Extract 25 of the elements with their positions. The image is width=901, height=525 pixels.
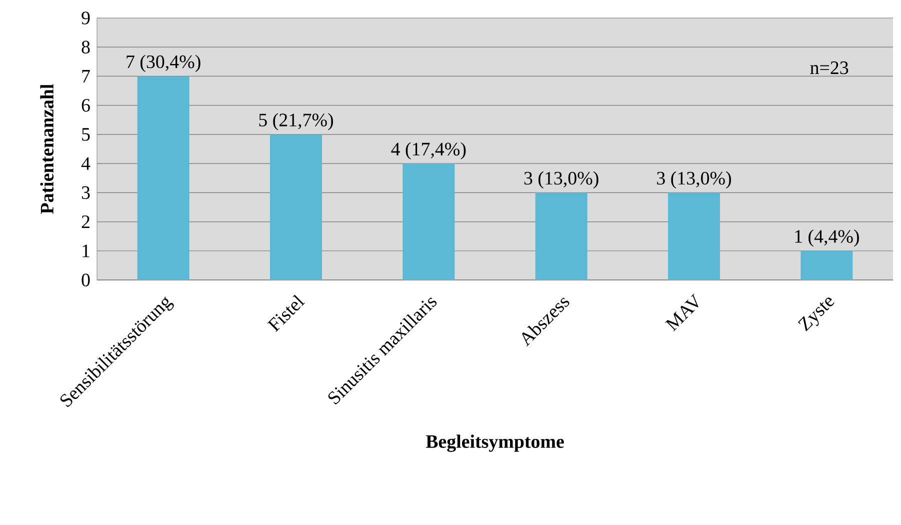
bar [137, 76, 190, 280]
y-tick-label: 2 [82, 216, 90, 228]
y-tick-label: 9 [82, 12, 90, 24]
y-tick-label: 6 [82, 98, 90, 112]
data-label: 7 (30,4%) [126, 54, 200, 72]
y-tick-label: 5 [82, 128, 90, 141]
data-label: 3 (13,0%) [657, 171, 731, 188]
data-label: 3 (13,0%) [524, 171, 598, 188]
bar [270, 134, 322, 280]
y-tick-label: 4 [81, 157, 90, 170]
bar [668, 192, 720, 280]
x-axis-title: Begleitsymptome [426, 434, 564, 452]
bar [800, 250, 853, 280]
bar [402, 164, 455, 280]
y-tick-label: 7 [82, 70, 90, 82]
data-label: 4 (17,4%) [391, 142, 466, 160]
y-tick-label: 3 [82, 186, 90, 200]
y-tick-label: 0 [82, 274, 90, 286]
bar [535, 192, 588, 280]
data-label: 5 (21,7%) [259, 113, 334, 130]
annotation: n=23 [810, 61, 848, 74]
y-tick-label: 8 [82, 40, 90, 54]
data-label: 1 (4,4%) [795, 230, 859, 247]
y-axis-title: Patientenanzahl [40, 84, 54, 214]
y-tick-label: 1 [82, 244, 90, 258]
